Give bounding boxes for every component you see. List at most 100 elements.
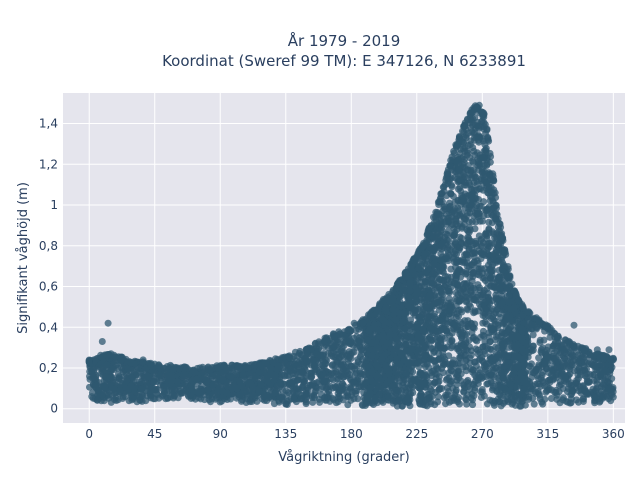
- data-point: [413, 324, 421, 332]
- data-point: [447, 181, 455, 189]
- data-point: [270, 400, 278, 408]
- data-point: [553, 347, 561, 355]
- data-point: [344, 393, 352, 401]
- data-point: [156, 377, 164, 385]
- data-point: [479, 312, 487, 319]
- data-point: [387, 382, 395, 390]
- data-point: [267, 370, 275, 378]
- data-point: [463, 400, 471, 408]
- data-point: [374, 384, 382, 392]
- data-point: [449, 192, 457, 200]
- data-point: [476, 217, 484, 225]
- data-point: [238, 396, 246, 404]
- data-point: [552, 374, 560, 382]
- data-point: [253, 397, 261, 405]
- data-point: [279, 396, 287, 404]
- data-point: [453, 271, 461, 279]
- data-point: [86, 383, 93, 391]
- data-point: [455, 167, 463, 175]
- data-point: [478, 386, 486, 393]
- data-point: [90, 369, 98, 377]
- data-point: [447, 397, 455, 405]
- data-point: [508, 331, 516, 339]
- data-point: [267, 364, 275, 372]
- data-point: [547, 395, 555, 402]
- data-point: [477, 394, 485, 401]
- data-point: [474, 307, 482, 315]
- data-point: [444, 384, 451, 392]
- data-point: [461, 384, 469, 392]
- data-point: [596, 393, 604, 401]
- data-point: [485, 239, 493, 247]
- data-point: [489, 256, 497, 263]
- data-point: [167, 393, 175, 401]
- data-point: [417, 390, 425, 398]
- data-point: [456, 184, 464, 192]
- data-point: [273, 382, 281, 390]
- data-point: [520, 320, 528, 328]
- data-point: [465, 379, 473, 387]
- data-point: [542, 356, 550, 364]
- data-point: [111, 396, 118, 404]
- data-point: [475, 136, 482, 144]
- data-point: [462, 357, 470, 365]
- data-point: [357, 350, 365, 358]
- data-point: [590, 371, 598, 378]
- data-point: [204, 386, 212, 393]
- data-point: [440, 203, 448, 211]
- data-point: [440, 334, 448, 342]
- data-point: [438, 223, 446, 231]
- data-point: [464, 227, 472, 235]
- data-point: [441, 272, 449, 280]
- data-point: [407, 377, 415, 385]
- data-point: [331, 383, 339, 391]
- data-point: [447, 344, 455, 352]
- data-point: [498, 329, 506, 337]
- data-point: [573, 376, 581, 384]
- data-point: [532, 389, 540, 397]
- data-point: [470, 392, 478, 400]
- data-point: [137, 385, 145, 393]
- data-point: [462, 337, 470, 345]
- data-point: [208, 372, 216, 380]
- data-point: [443, 326, 451, 333]
- data-point: [112, 378, 120, 386]
- data-point: [255, 387, 263, 395]
- data-point: [539, 400, 547, 408]
- data-point: [581, 372, 589, 380]
- data-point: [309, 398, 317, 406]
- data-point: [542, 388, 550, 396]
- data-point: [430, 260, 438, 268]
- data-point: [498, 369, 505, 377]
- data-point: [520, 360, 528, 368]
- data-point: [468, 329, 476, 337]
- data-point: [214, 389, 221, 396]
- data-point: [481, 350, 489, 358]
- data-point: [505, 299, 513, 306]
- data-point: [342, 366, 350, 374]
- data-point: [425, 278, 433, 286]
- data-point: [429, 329, 437, 337]
- data-point: [455, 297, 463, 305]
- data-point: [362, 356, 370, 364]
- data-point: [452, 302, 460, 310]
- data-point: [537, 374, 545, 382]
- data-point: [463, 147, 471, 155]
- data-point: [467, 199, 475, 206]
- data-point: [521, 368, 529, 376]
- data-point: [575, 365, 583, 372]
- data-point: [451, 319, 459, 327]
- data-point: [463, 297, 471, 305]
- data-point: [475, 232, 483, 240]
- data-point: [592, 386, 600, 394]
- data-point: [451, 228, 459, 236]
- data-point: [193, 375, 200, 383]
- data-point: [434, 393, 442, 401]
- data-point: [483, 160, 491, 168]
- data-point: [408, 345, 416, 353]
- data-point: [438, 285, 446, 293]
- data-point: [585, 378, 593, 386]
- data-point: [344, 401, 352, 409]
- data-point: [302, 391, 310, 399]
- data-point: [270, 377, 278, 385]
